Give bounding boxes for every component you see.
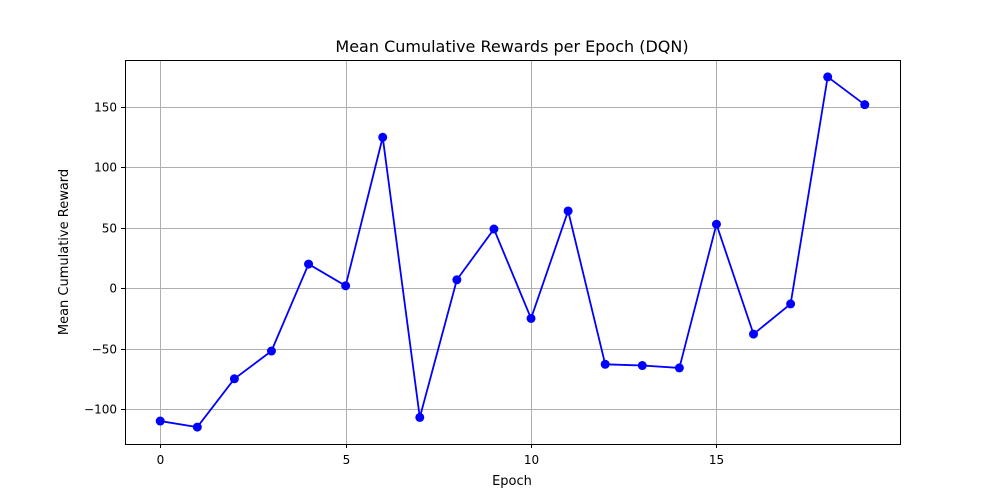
y-tick-label: 150 <box>94 101 117 115</box>
data-point <box>600 359 610 369</box>
data-point <box>786 299 796 309</box>
series-line <box>160 76 866 428</box>
data-point <box>711 219 721 229</box>
y-tick-label: −50 <box>92 343 117 357</box>
data-point <box>749 329 759 339</box>
x-tick-label: 5 <box>343 453 351 467</box>
data-point <box>155 416 165 426</box>
y-tick-label: −100 <box>84 403 117 417</box>
grid-lines <box>125 60 900 444</box>
data-point <box>823 72 833 82</box>
y-tick-label: 0 <box>109 282 117 296</box>
data-point <box>526 313 536 323</box>
y-tick-label: 100 <box>94 161 117 175</box>
data-point <box>637 361 647 371</box>
data-point <box>415 412 425 422</box>
x-tick-label: 15 <box>709 453 724 467</box>
series-layer <box>155 72 870 432</box>
data-point <box>266 346 276 356</box>
data-point <box>378 132 388 142</box>
data-point <box>192 422 202 432</box>
x-tick-label: 0 <box>157 453 165 467</box>
chart-title: Mean Cumulative Rewards per Epoch (DQN) <box>335 37 688 56</box>
axis-ticks: 0 5 10 15 −100 −50 0 50 100 150 <box>84 101 724 468</box>
plot-frame <box>125 60 901 445</box>
y-tick-label: 50 <box>102 222 117 236</box>
data-point <box>304 259 314 269</box>
data-point <box>674 363 684 373</box>
data-point <box>489 224 499 234</box>
data-point <box>452 275 462 285</box>
data-point <box>341 281 351 291</box>
x-tick-label: 10 <box>524 453 539 467</box>
data-point <box>563 206 573 216</box>
data-point <box>229 374 239 384</box>
data-point <box>860 100 870 110</box>
x-axis-label: Epoch <box>492 474 532 489</box>
y-axis-label: Mean Cumulative Reward <box>57 169 72 335</box>
